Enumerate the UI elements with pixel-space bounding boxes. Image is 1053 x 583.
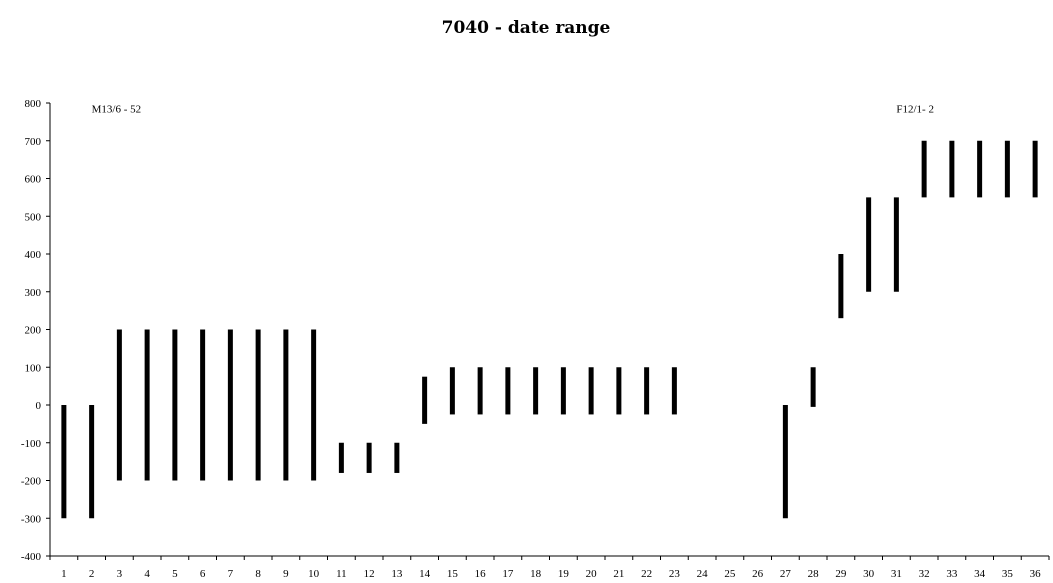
range-bar-19 <box>560 367 566 415</box>
range-bar-17 <box>505 367 511 415</box>
x-tick-label: 29 <box>835 568 847 580</box>
range-bar-10 <box>311 329 317 481</box>
y-tick-label: 700 <box>25 136 42 148</box>
x-tick-label: 31 <box>891 568 902 580</box>
x-tick-label: 27 <box>780 568 792 580</box>
y-tick-label: 800 <box>25 98 42 110</box>
x-tick-label: 17 <box>502 568 514 580</box>
range-bar-1 <box>61 405 67 519</box>
range-bar-32 <box>921 140 927 198</box>
annotations: M13/6 - 52 F12/1- 2 <box>92 103 934 115</box>
x-tick-label: 11 <box>336 568 347 580</box>
range-bar-8 <box>255 329 261 481</box>
x-tick-label: 28 <box>808 568 820 580</box>
range-bar-33 <box>949 140 955 198</box>
annotation-0: M13/6 - 52 <box>92 103 142 115</box>
x-tick-label: 19 <box>558 568 570 580</box>
range-bar-36 <box>1032 140 1038 198</box>
x-tick-label: 3 <box>117 568 123 580</box>
range-bar-21 <box>616 367 622 415</box>
y-tick-label: 300 <box>25 287 42 299</box>
x-tick-label: 34 <box>974 568 986 580</box>
x-tick-label: 36 <box>1030 568 1042 580</box>
range-bar-4 <box>144 329 150 481</box>
range-bar-27 <box>782 405 788 519</box>
y-tick-label: -400 <box>21 551 42 563</box>
y-tick-label: 100 <box>25 362 42 374</box>
y-tick-label: 500 <box>25 211 42 223</box>
range-bar-30 <box>866 197 872 292</box>
range-bar-22 <box>644 367 650 415</box>
y-tick-label: 600 <box>25 174 42 186</box>
x-tick-label: 6 <box>200 568 206 580</box>
x-tick-label: 35 <box>1002 568 1014 580</box>
x-tick-label: 21 <box>613 568 624 580</box>
y-tick-label: -300 <box>21 513 42 525</box>
x-tick-label: 7 <box>228 568 234 580</box>
y-tick-label: -200 <box>21 476 42 488</box>
x-tick-label: 14 <box>419 568 431 580</box>
range-bar-23 <box>671 367 677 415</box>
x-tick-label: 22 <box>641 568 652 580</box>
x-tick-label: 15 <box>447 568 459 580</box>
x-tick-label: 9 <box>283 568 289 580</box>
range-bar-14 <box>422 376 428 424</box>
x-tick-label: 25 <box>724 568 736 580</box>
y-tick-label: 200 <box>25 325 42 337</box>
x-tick-label: 2 <box>89 568 95 580</box>
y-tick-label: 400 <box>25 249 42 261</box>
y-tick-label: -100 <box>21 438 42 450</box>
x-tick-label: 5 <box>172 568 178 580</box>
x-tick-label: 16 <box>475 568 487 580</box>
range-bar-35 <box>1004 140 1010 198</box>
x-tick-label: 23 <box>669 568 681 580</box>
range-bar-29 <box>838 254 844 319</box>
x-tick-label: 1 <box>61 568 67 580</box>
range-bar-7 <box>227 329 233 481</box>
x-tick-label: 33 <box>946 568 958 580</box>
range-bar-3 <box>116 329 122 481</box>
x-tick-label: 18 <box>530 568 542 580</box>
range-bar-5 <box>172 329 178 481</box>
range-bar-6 <box>200 329 206 481</box>
chart-title: 7040 - date range <box>442 18 611 38</box>
x-tick-label: 10 <box>308 568 320 580</box>
range-bar-9 <box>283 329 289 481</box>
x-tick-label: 30 <box>863 568 875 580</box>
range-bar-34 <box>977 140 983 198</box>
x-tick-label: 13 <box>391 568 403 580</box>
range-bar-11 <box>338 442 344 473</box>
axes: -400 -300 -200 -100 0 100 200 300 400 500 600 700 80… <box>21 98 1050 580</box>
range-bar-12 <box>366 442 372 473</box>
x-tick-label: 32 <box>919 568 930 580</box>
x-tick-label: 26 <box>752 568 764 580</box>
bars <box>61 140 1038 519</box>
x-tick-label: 24 <box>697 568 709 580</box>
range-bar-13 <box>394 442 400 473</box>
range-bar-16 <box>477 367 483 415</box>
y-tick-label: 0 <box>36 400 42 412</box>
x-tick-label: 12 <box>364 568 375 580</box>
range-bar-20 <box>588 367 594 415</box>
range-bar-15 <box>449 367 455 415</box>
annotation-1: F12/1- 2 <box>896 103 934 115</box>
range-bar-18 <box>533 367 539 415</box>
x-tick-label: 8 <box>255 568 261 580</box>
x-tick-label: 4 <box>144 568 150 580</box>
range-bar-2 <box>89 405 95 519</box>
range-bar-31 <box>893 197 899 292</box>
x-tick-label: 20 <box>586 568 598 580</box>
range-bar-28 <box>810 367 816 407</box>
